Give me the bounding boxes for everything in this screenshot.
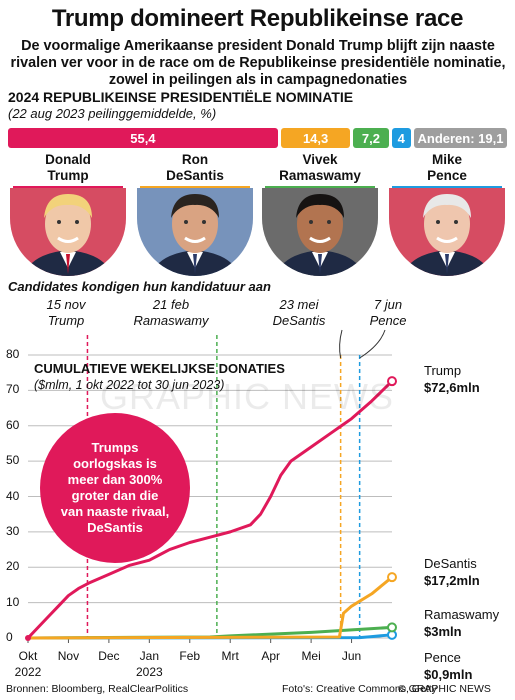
announcements-title: Candidates kondigen hun kandidatuur aan <box>8 279 271 294</box>
candidate-name: Vivek Ramaswamy <box>279 152 361 183</box>
footer-copyright: © GRAPHIC NEWS <box>398 683 491 695</box>
chart-title: CUMULATIEVE WEKELIJKSE DONATIES <box>34 361 285 376</box>
candidate-color-line <box>392 186 502 189</box>
arrow-desantis <box>339 329 343 359</box>
chart-subtitle: ($mlm, 1 okt 2022 tot 30 jun 2023) <box>34 378 225 392</box>
series-end-marker <box>387 622 397 633</box>
ramaswamy-photo <box>262 188 378 276</box>
series-total: $3mln <box>424 624 462 639</box>
x-tick-label: Jun <box>341 649 362 663</box>
series-total: $17,2mln <box>424 573 480 588</box>
footer-sources: Bronnen: Bloomberg, RealClearPolitics <box>6 683 189 695</box>
announcement-candidate: Trump <box>47 313 85 328</box>
poll-segment: Anderen: 19,1 <box>413 128 507 148</box>
donations-chart <box>25 329 397 643</box>
footer-photos: Foto's: Creative Commons, Getty <box>282 683 437 695</box>
poll-subtitle: (22 aug 2023 peilinggemiddelde, %) <box>8 106 217 121</box>
page-subtitle: De voormalige Amerikaanse president Dona… <box>10 38 506 88</box>
y-tick-label: 60 <box>6 417 20 432</box>
poll-segment: 55,4 <box>8 128 278 148</box>
x-tick-label: Dec <box>98 649 120 663</box>
callout-text: Trumps oorlogskas is meer dan 300% grote… <box>60 440 170 535</box>
candidate-name: Donald Trump <box>45 152 91 183</box>
page-title: Trump domineert Republikeinse race <box>51 5 464 32</box>
announcement-date: 23 mei <box>279 297 319 312</box>
series-end-label: Ramaswamy $3mln <box>424 606 499 640</box>
series-total: $0,9mln <box>424 667 473 682</box>
y-tick-label: 20 <box>6 559 20 574</box>
announcement-date: 21 feb <box>152 297 190 312</box>
arrow-pence <box>359 329 386 359</box>
callout-bubble: Trumps oorlogskas is meer dan 300% grote… <box>40 413 190 563</box>
series-end-label: Pence $0,9mln <box>424 649 472 683</box>
series-line <box>26 575 394 640</box>
desantis-photo <box>137 188 253 276</box>
poll-segment: 14,3 <box>280 128 351 148</box>
series-end-label: DeSantis $17,2mln <box>424 555 480 589</box>
series-total: $72,6mln <box>424 380 480 395</box>
y-tick-label: 50 <box>6 453 20 468</box>
y-tick-label: 0 <box>6 630 13 644</box>
y-tick-label: 70 <box>6 382 20 397</box>
series-end-marker <box>387 572 397 583</box>
poll-segment: 4 <box>391 128 411 148</box>
series-line <box>26 379 394 640</box>
x-tick-label: Apr <box>261 649 280 663</box>
y-tick-label: 40 <box>6 488 20 503</box>
series-end-label: Trump $72,6mln <box>424 362 480 396</box>
x-tick-label: Okt 2022 <box>14 649 42 679</box>
x-tick-label: Mei <box>301 649 321 663</box>
series-end-marker <box>387 376 397 387</box>
candidate-color-line <box>13 186 123 189</box>
x-tick-label: Nov <box>57 649 80 663</box>
y-tick-label: 10 <box>6 594 20 609</box>
announcement-candidate: DeSantis <box>272 313 326 328</box>
series-name: Trump <box>424 363 462 378</box>
x-tick-label: Jan 2023 <box>135 649 163 679</box>
candidate-name: Mike Pence <box>427 152 467 183</box>
pence-photo <box>389 188 505 276</box>
poll-title: 2024 REPUBLIKEINSE PRESIDENTIËLE NOMINAT… <box>8 89 354 105</box>
y-tick-label: 80 <box>6 347 20 361</box>
candidate-color-line <box>140 186 250 189</box>
candidate-name: Ron DeSantis <box>166 152 224 183</box>
announcement-date: 7 jun <box>373 297 403 312</box>
announcement-date: 15 nov <box>46 297 86 312</box>
announcement-candidate: Pence <box>369 313 407 328</box>
series-start-marker <box>25 635 31 641</box>
trump-photo <box>10 188 126 276</box>
x-tick-label: Feb <box>179 649 201 663</box>
announcement-candidate: Ramaswamy <box>133 313 209 328</box>
x-tick-label: Mrt <box>221 649 239 663</box>
series-name: Ramaswamy <box>424 607 500 622</box>
watermark: GRAPHIC NEWS <box>100 376 395 417</box>
series-name: Pence <box>424 650 461 665</box>
candidate-color-line <box>265 186 375 189</box>
series-name: DeSantis <box>424 556 477 571</box>
poll-segment: 7,2 <box>353 128 389 148</box>
y-tick-label: 30 <box>6 523 20 538</box>
